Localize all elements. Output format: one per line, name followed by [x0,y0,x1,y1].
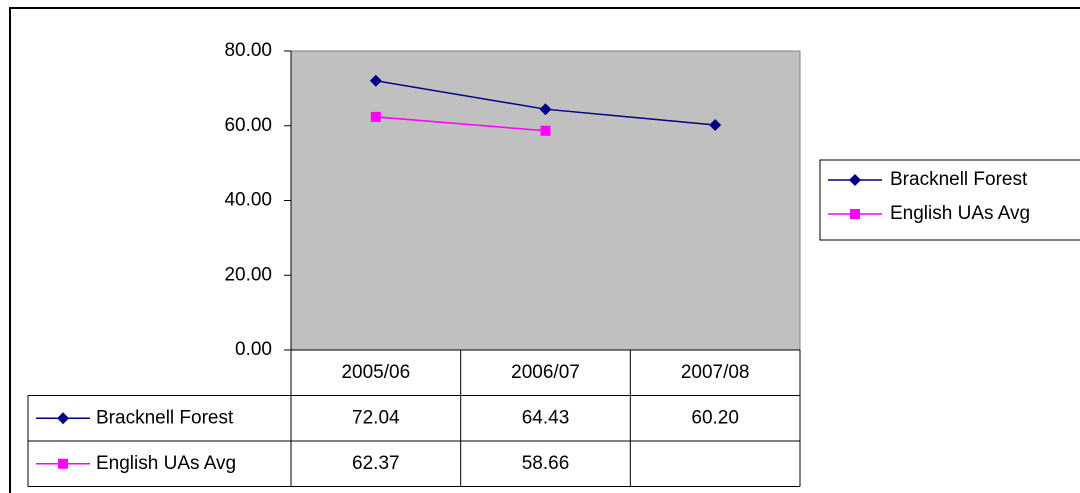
legend [819,159,1080,241]
legend-marker [57,412,69,425]
y-tick-label: 40.00 [224,190,272,211]
table-value: 64.43 [522,407,570,428]
legend-label: English UAs Avg [890,203,1030,224]
legend-marker [58,458,68,469]
table-value: 72.04 [352,407,400,428]
series-line [375,116,546,132]
category-label: 2006/07 [511,362,580,383]
category-label: 2005/06 [341,362,410,383]
table-row-header: English UAs Avg [96,453,236,474]
data-marker [709,119,722,132]
table-row-header: Bracknell Forest [96,407,234,428]
y-tick-label: 20.00 [224,264,272,285]
plot-area [290,50,801,351]
data-marker [370,111,381,122]
legend-marker [850,209,860,219]
table-value: 58.66 [522,453,570,474]
legend-marker [849,174,861,186]
y-tick-label: 60.00 [224,115,272,136]
y-tick-label: 80.00 [224,40,272,61]
legend-label: Bracknell Forest [890,169,1028,190]
data-marker [539,103,552,116]
data-marker [369,74,382,87]
category-label: 2007/08 [681,362,750,383]
data-marker [540,125,551,136]
y-tick-label: 0.00 [235,339,272,360]
table-value: 60.20 [691,407,739,428]
table-value: 62.37 [352,453,400,474]
